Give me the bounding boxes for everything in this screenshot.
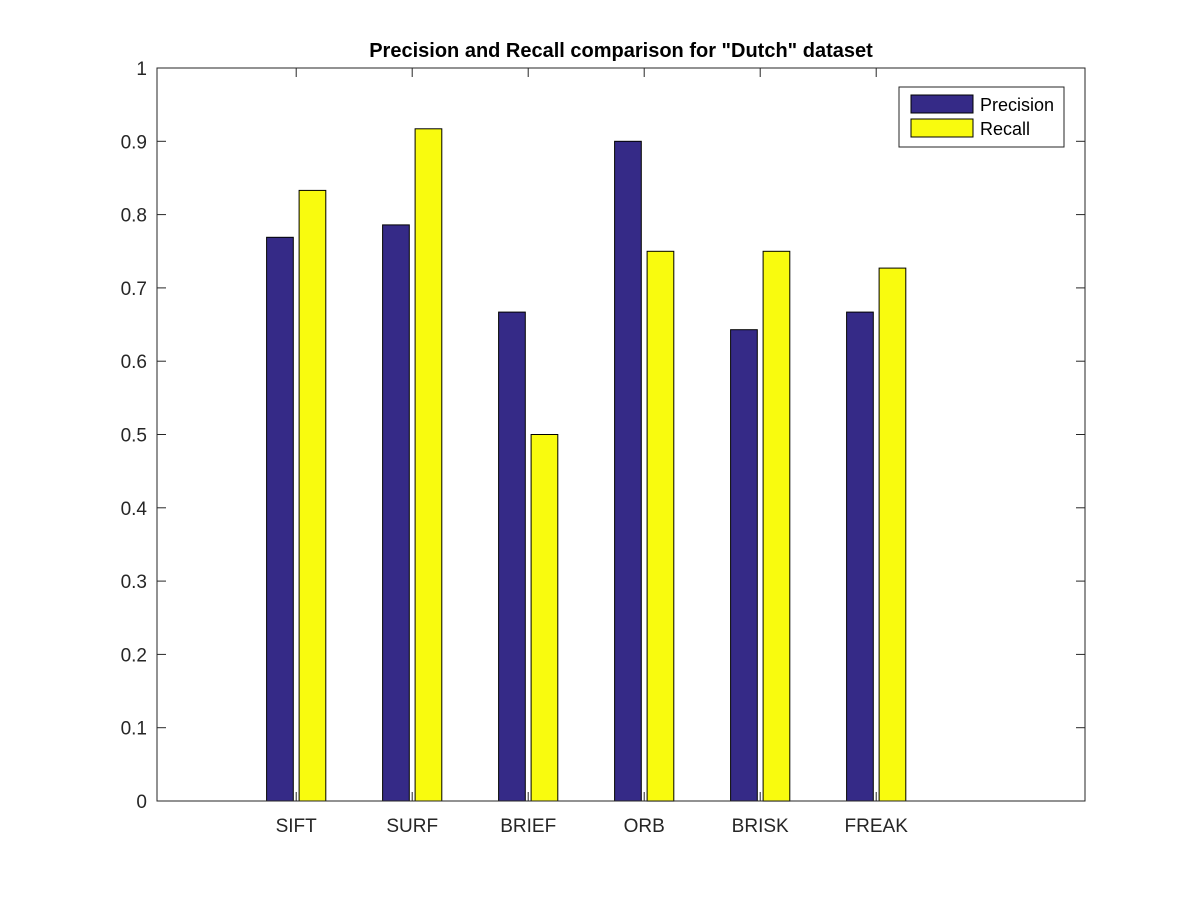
bar-precision-sift [266,236,294,802]
x-tick-label: BRIEF [500,816,556,837]
bar-recall-surf [414,128,443,802]
y-tick-label: 1 [136,59,147,80]
bar-recall-freak [878,267,907,802]
x-tick-label: ORB [624,816,665,837]
legend-swatch-precision [910,94,974,114]
bar-recall-orb [646,250,675,802]
y-tick-label: 0 [136,792,147,813]
y-tick-label: 0.8 [121,206,147,227]
legend: Precision Recall [898,86,1065,148]
x-tick-label: BRISK [732,816,789,837]
bar-precision-brisk [730,329,758,802]
y-tick-label: 0.5 [121,426,147,447]
y-tick-label: 0.7 [121,279,147,300]
bar-precision-orb [614,140,642,802]
bar-recall-brisk [762,250,791,802]
bar-precision-surf [382,224,410,802]
y-tick-label: 0.1 [121,719,147,740]
x-tick-label: SIFT [276,816,318,837]
y-tick-label: 0.4 [121,499,148,520]
legend-label-precision: Precision [980,95,1054,115]
bar-recall-brief [530,434,559,802]
bar-recall-sift [298,189,327,802]
x-tick-label: SURF [386,816,438,837]
y-tick-label: 0.3 [121,572,147,593]
bar-precision-brief [498,311,526,802]
x-tick-label: FREAK [845,816,909,837]
y-tick-label: 0.9 [121,132,147,153]
legend-label-recall: Recall [980,119,1030,139]
legend-swatch-recall [910,118,974,138]
bar-precision-freak [846,311,874,802]
y-tick-label: 0.6 [121,352,147,373]
chart-title: Precision and Recall comparison for "Dut… [369,40,873,62]
y-tick-label: 0.2 [121,645,147,666]
